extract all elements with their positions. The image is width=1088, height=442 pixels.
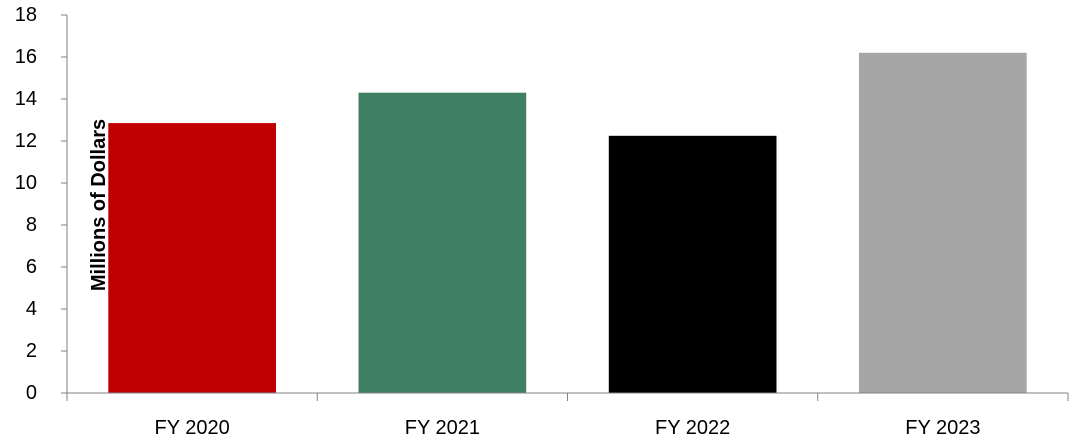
bar-fy-2023 [859,52,1027,394]
y-tick-label: 8 [26,214,37,236]
y-tick-label: 12 [15,130,37,152]
x-tick-label: FY 2020 [155,417,230,439]
x-tick-label: FY 2022 [655,417,730,439]
bars-layer [108,52,1027,394]
y-tick-label: 6 [26,256,37,278]
x-tick-label: FY 2023 [905,417,980,439]
y-tick-label: 2 [26,340,37,362]
x-tick-label: FY 2021 [405,417,480,439]
y-tick-label: 18 [15,4,37,26]
bar-fy-2020 [108,123,276,393]
y-axis-title: Millions of Dollars [88,119,110,291]
bar-fy-2021 [358,92,527,393]
y-tick-label: 16 [15,46,37,68]
y-tick-label: 4 [26,298,37,320]
axes-layer [61,14,1069,401]
labels-layer: 0 2 4 6 8 10 12 14 16 18 FY 2020 FY 2021 FY 2022 FY 2… [15,4,981,439]
bar-fy-2022 [608,135,777,394]
y-tick-label: 14 [15,88,37,110]
y-tick-label: 10 [15,172,37,194]
y-tick-label: 0 [26,382,37,404]
